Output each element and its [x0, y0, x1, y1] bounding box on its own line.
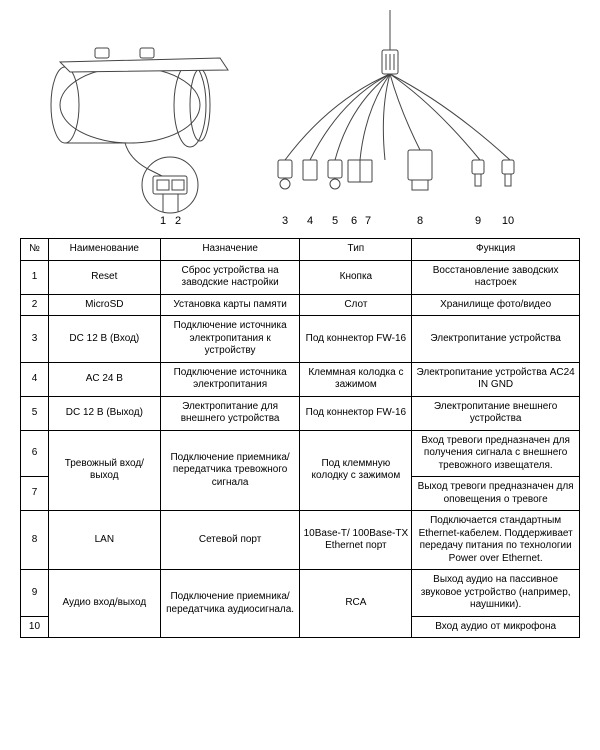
- cell-type: Кнопка: [300, 260, 412, 294]
- cell-name: LAN: [48, 511, 160, 570]
- cell-name: DC 12 В (Выход): [48, 396, 160, 430]
- cell-name: AC 24 В: [48, 362, 160, 396]
- cell-func: Хранилище фото/видео: [412, 294, 580, 316]
- table-row: 8LANСетевой порт10Base-T/ 100Base-TX Eth…: [21, 511, 580, 570]
- cell-purpose: Электропитание для внешнего устройства: [160, 396, 300, 430]
- table-row: 1ResetСброс устройства на заводские наст…: [21, 260, 580, 294]
- col-type: Тип: [300, 239, 412, 261]
- cell-num: 2: [21, 294, 49, 316]
- svg-text:1: 1: [160, 215, 166, 227]
- svg-text:4: 4: [307, 215, 313, 227]
- cell-purpose: Подключение приемника/передатчика аудиос…: [160, 570, 300, 638]
- svg-text:2: 2: [175, 215, 181, 227]
- cell-type: Клеммная колодка с зажимом: [300, 362, 412, 396]
- svg-text:6: 6: [351, 215, 357, 227]
- cell-name: Тревожный вход/выход: [48, 430, 160, 511]
- cell-purpose: Подключение источника электропитания: [160, 362, 300, 396]
- cell-num: 7: [21, 477, 49, 511]
- cell-num: 4: [21, 362, 49, 396]
- cell-func: Электропитание устройства AC24 IN GND: [412, 362, 580, 396]
- table-row: 6Тревожный вход/выходПодключение приемни…: [21, 430, 580, 477]
- cell-func: Электропитание внешнего устройства: [412, 396, 580, 430]
- svg-text:8: 8: [417, 215, 423, 227]
- cell-num: 3: [21, 316, 49, 363]
- cell-num: 5: [21, 396, 49, 430]
- cell-func: Выход аудио на пассивное звуковое устрой…: [412, 570, 580, 617]
- cell-name: DC 12 В (Вход): [48, 316, 160, 363]
- col-num: №: [21, 239, 49, 261]
- cell-name: MicroSD: [48, 294, 160, 316]
- cell-num: 1: [21, 260, 49, 294]
- cell-num: 9: [21, 570, 49, 617]
- cell-name: Reset: [48, 260, 160, 294]
- connector-table: № Наименование Назначение Тип Функция 1R…: [20, 238, 580, 638]
- cell-purpose: Сетевой порт: [160, 511, 300, 570]
- cell-func: Вход тревоги предназначен для получения …: [412, 430, 580, 477]
- cell-name: Аудио вход/выход: [48, 570, 160, 638]
- connector-diagram: 1 2 3 4 5 6 7 8 9 10: [20, 10, 580, 230]
- cell-purpose: Сброс устройства на заводские настройки: [160, 260, 300, 294]
- cell-func: Электропитание устройства: [412, 316, 580, 363]
- cell-func: Восстановление заводских настроек: [412, 260, 580, 294]
- svg-text:5: 5: [332, 215, 338, 227]
- cell-type: Под клеммную колодку с зажимом: [300, 430, 412, 511]
- cell-func: Подключается стандартным Ethernet-кабеле…: [412, 511, 580, 570]
- svg-text:7: 7: [365, 215, 371, 227]
- svg-text:9: 9: [475, 215, 481, 227]
- table-row: 3DC 12 В (Вход)Подключение источника эле…: [21, 316, 580, 363]
- table-row: 2MicroSDУстановка карты памятиСлотХранил…: [21, 294, 580, 316]
- svg-text:3: 3: [282, 215, 288, 227]
- diagram-svg: 1 2 3 4 5 6 7 8 9 10: [20, 10, 580, 230]
- cell-type: 10Base-T/ 100Base-TX Ethernet порт: [300, 511, 412, 570]
- cell-type: Под коннектор FW-16: [300, 396, 412, 430]
- cell-type: Слот: [300, 294, 412, 316]
- cell-purpose: Подключение приемника/передатчика тревож…: [160, 430, 300, 511]
- cell-num: 6: [21, 430, 49, 477]
- cell-type: RCA: [300, 570, 412, 638]
- cell-purpose: Подключение источника электропитания к у…: [160, 316, 300, 363]
- cell-func: Выход тревоги предназначен для оповещени…: [412, 477, 580, 511]
- col-name: Наименование: [48, 239, 160, 261]
- cell-num: 8: [21, 511, 49, 570]
- table-row: 5DC 12 В (Выход)Электропитание для внешн…: [21, 396, 580, 430]
- cell-type: Под коннектор FW-16: [300, 316, 412, 363]
- table-row: 4AC 24 ВПодключение источника электропит…: [21, 362, 580, 396]
- table-header-row: № Наименование Назначение Тип Функция: [21, 239, 580, 261]
- col-func: Функция: [412, 239, 580, 261]
- svg-text:10: 10: [502, 215, 514, 227]
- table-row: 9Аудио вход/выходПодключение приемника/п…: [21, 570, 580, 617]
- cell-purpose: Установка карты памяти: [160, 294, 300, 316]
- cell-num: 10: [21, 616, 49, 638]
- col-purpose: Назначение: [160, 239, 300, 261]
- cell-func: Вход аудио от микрофона: [412, 616, 580, 638]
